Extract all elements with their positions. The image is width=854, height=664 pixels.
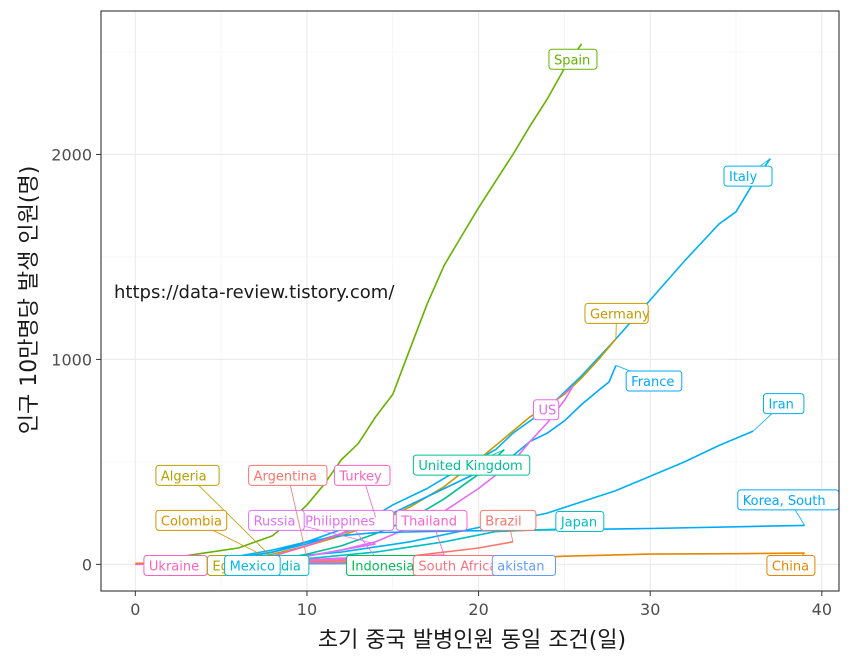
data-label-india: dia	[281, 560, 301, 575]
label-box-iran	[762, 393, 805, 415]
plot-area: 0 10 20 30 40 0 1000 2000 Spain Italy Germany Franc…	[51, 10, 840, 619]
data-label-spain: Spain	[554, 53, 590, 68]
label-box-united-kingdom	[412, 454, 531, 476]
data-label-philippines: Philippines	[305, 514, 375, 529]
data-label-brazil: Brazil	[485, 514, 521, 529]
series-line-japan	[289, 527, 582, 562]
data-label-thailand: Thailand	[400, 514, 457, 529]
data-label-pakistan: akistan	[497, 560, 544, 575]
data-label-italy: Italy	[729, 170, 758, 185]
label-box-russia	[248, 509, 305, 531]
label-box-germany	[584, 302, 649, 324]
series-line-italy	[203, 158, 771, 562]
data-label-argentina: Argentina	[254, 469, 317, 484]
data-label-ukraine: Ukraine	[149, 560, 199, 575]
data-label-south-africa: South Africa	[418, 560, 497, 575]
label-box-mexico	[224, 555, 281, 577]
data-label-china: China	[772, 560, 809, 575]
label-box-france	[625, 370, 683, 392]
label-connector-argentina	[287, 474, 308, 559]
y-tick-label: 1000	[51, 350, 92, 369]
data-label-turkey: Turkey	[338, 469, 382, 484]
label-box-italy	[723, 165, 773, 187]
data-label-colombia: Colombia	[161, 514, 222, 529]
label-box-china	[766, 555, 816, 577]
label-box-argentina	[248, 464, 328, 486]
data-label-russia: Russia	[254, 514, 296, 529]
data-label-us: US	[539, 404, 557, 419]
data-label-korea-south: Korea, South	[743, 494, 826, 509]
data-label-japan: Japan	[560, 515, 597, 530]
y-tick-label: 0	[82, 555, 92, 574]
x-tick-label: 10	[297, 600, 317, 619]
data-label-indonesia: Indonesia	[351, 560, 414, 575]
watermark-annotation: https://data-review.tistory.com/	[114, 282, 395, 303]
label-box-us	[533, 399, 560, 421]
x-tick-label: 0	[130, 600, 140, 619]
series-line-korea-south	[220, 524, 805, 562]
label-box-spain	[548, 48, 598, 70]
panel-border	[100, 10, 840, 592]
data-label-mexico: Mexico	[230, 560, 275, 575]
y-axis-title: 인구 10만명당 발생 인원(명)	[17, 166, 42, 435]
y-tick-label: 2000	[51, 145, 92, 164]
label-box-colombia	[155, 509, 228, 531]
x-axis-title: 초기 중국 발병인원 동일 조건(일)	[318, 628, 626, 653]
label-box-japan	[555, 510, 605, 532]
label-box-algeria	[155, 464, 220, 486]
data-label-france: France	[631, 375, 674, 390]
x-tick-label: 30	[640, 600, 660, 619]
data-label-algeria: Algeria	[161, 469, 207, 484]
data-label-iran: Iran	[768, 398, 793, 413]
label-connector-algeria	[187, 474, 273, 559]
label-box-turkey	[333, 464, 391, 486]
label-box-pakistan	[491, 555, 557, 577]
x-tick-label: 20	[468, 600, 488, 619]
data-label-germany: Germany	[590, 307, 650, 322]
label-box-thailand	[395, 509, 468, 531]
x-tick-label: 40	[812, 600, 832, 619]
label-box-brazil	[479, 509, 537, 531]
data-label-united-kingdom: United Kingdom	[418, 459, 522, 474]
